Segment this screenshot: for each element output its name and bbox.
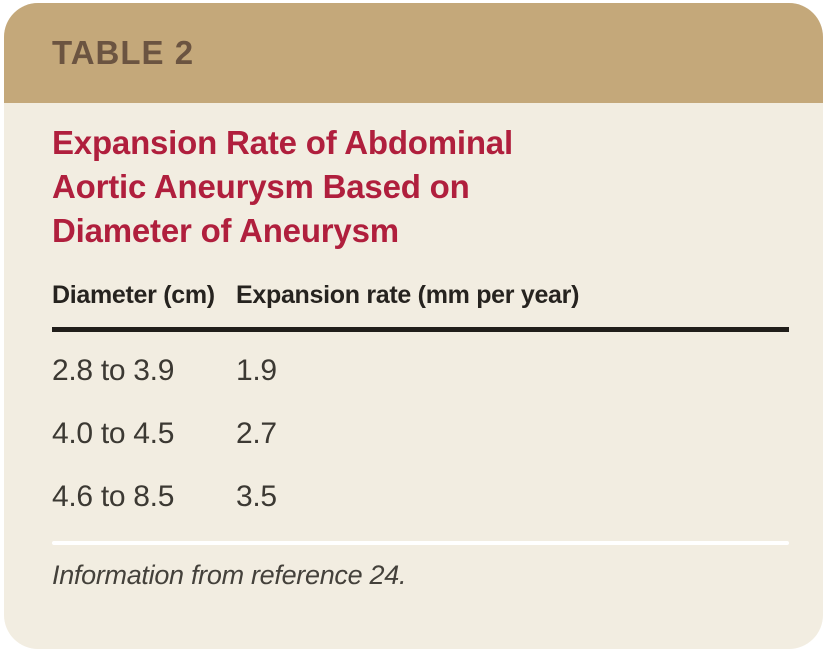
footnote: Information from reference 24. [52,560,407,590]
cell-diameter: 2.8 to 3.9 [52,354,175,387]
cell-rate: 3.5 [236,480,277,513]
table-body: Expansion Rate of Abdominal Aortic Aneur… [4,103,823,591]
cell-diameter: 4.0 to 4.5 [52,417,175,450]
cell-rate: 2.7 [236,417,277,450]
table-row: 2.8 to 3.9 1.9 [52,330,789,404]
column-header-diameter: Diameter (cm) [52,281,236,332]
table-label: TABLE 2 [52,34,195,71]
cell-rate: 1.9 [236,354,277,387]
footnote-divider [52,541,789,545]
cell-diameter: 4.6 to 8.5 [52,480,175,513]
column-header-expansion-rate: Expansion rate (mm per year) [236,281,789,332]
table-title: Expansion Rate of Abdominal Aortic Aneur… [52,124,513,249]
table-header-band: TABLE 2 [4,3,823,103]
header-row: Diameter (cm) Expansion rate (mm per yea… [52,281,789,332]
table-row: 4.6 to 8.5 3.5 [52,466,789,529]
data-table: Diameter (cm) Expansion rate (mm per yea… [52,281,789,529]
table-card: TABLE 2 Expansion Rate of Abdominal Aort… [4,3,823,649]
table-row: 4.0 to 4.5 2.7 [52,403,789,466]
